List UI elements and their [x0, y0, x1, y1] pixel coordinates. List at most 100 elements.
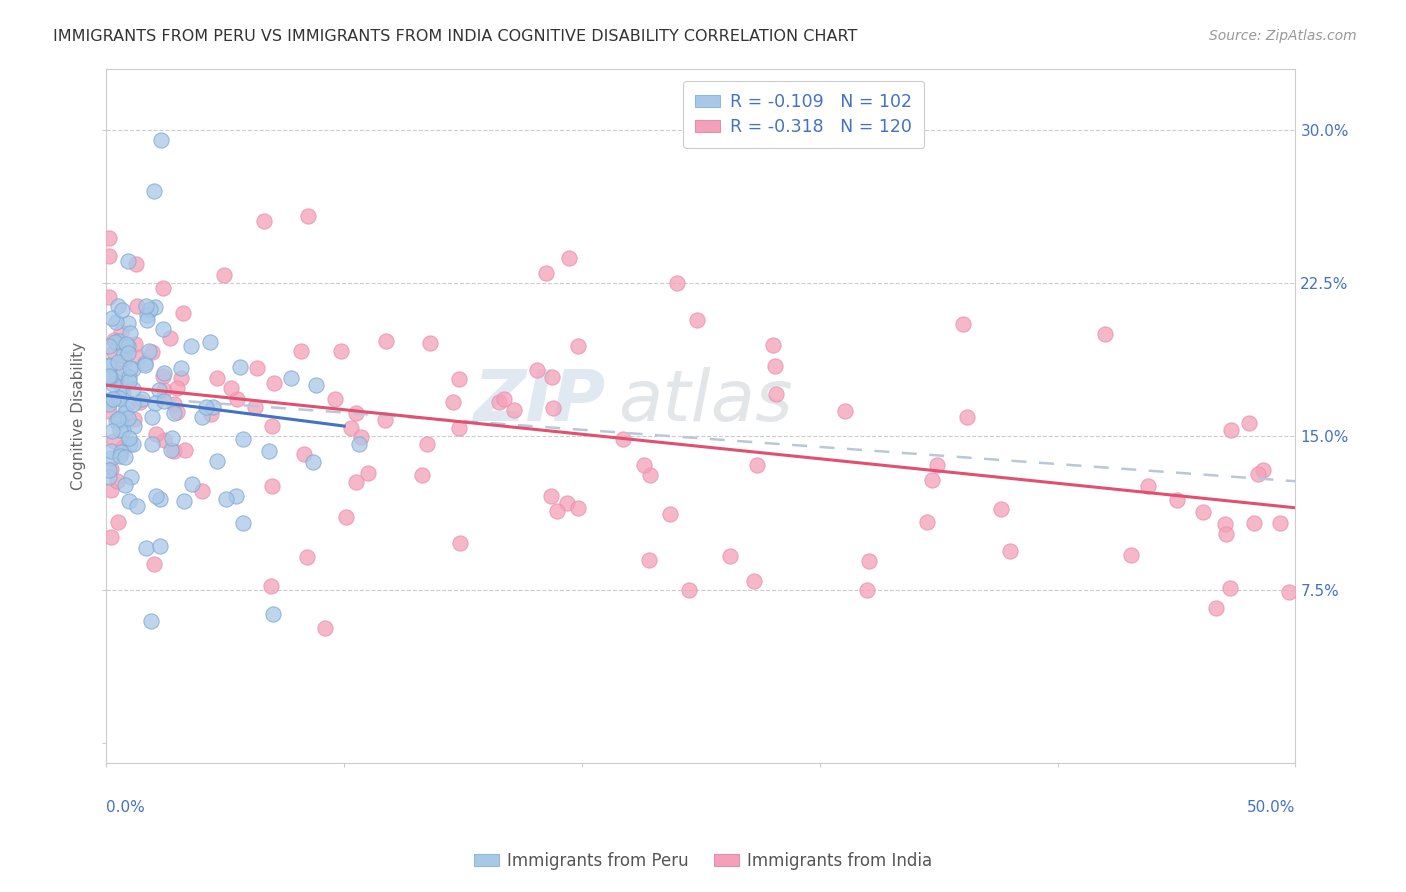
Point [105, 474, 128, 488]
Point [107, 355, 129, 369]
Point [325, 392, 347, 406]
Point [103, 376, 125, 391]
Point [120, 361, 142, 376]
Point [163, 406, 186, 420]
Point [141, 409, 163, 424]
Point [335, 510, 357, 524]
Point [290, 343, 312, 358]
Point [134, 356, 156, 370]
Point [120, 436, 142, 450]
Point [152, 368, 174, 383]
Point [492, 392, 515, 406]
Point [488, 395, 510, 409]
Point [1247, 467, 1270, 481]
Point [856, 582, 879, 597]
Point [104, 335, 127, 350]
Point [115, 336, 138, 351]
Point [141, 344, 163, 359]
Y-axis label: Cognitive Disability: Cognitive Disability [72, 342, 86, 490]
Point [100, 483, 122, 497]
Point [411, 467, 433, 482]
Point [295, 549, 318, 564]
Point [111, 348, 134, 362]
Point [121, 437, 143, 451]
Legend: R = -0.109   N = 102, R = -0.318   N = 120: R = -0.109 N = 102, R = -0.318 N = 120 [683, 80, 924, 148]
Point [115, 401, 138, 416]
Point [111, 366, 134, 380]
Point [536, 266, 558, 280]
Point [1136, 479, 1159, 493]
Point [226, 392, 249, 407]
Point [314, 621, 336, 635]
Point [666, 276, 689, 290]
Point [97, 404, 120, 418]
Point [1268, 516, 1291, 530]
Point [173, 494, 195, 508]
Point [232, 432, 254, 446]
Point [110, 450, 132, 464]
Point [449, 535, 471, 549]
Point [172, 306, 194, 320]
Point [205, 371, 228, 385]
Point [419, 336, 441, 351]
Point [344, 406, 367, 420]
Point [207, 454, 229, 468]
Point [127, 351, 149, 365]
Point [181, 477, 204, 491]
Point [118, 493, 141, 508]
Point [1243, 516, 1265, 530]
Point [136, 312, 159, 326]
Point [659, 508, 682, 522]
Point [526, 363, 548, 377]
Point [108, 411, 131, 425]
Point [1205, 601, 1227, 615]
Point [200, 407, 222, 421]
Text: IMMIGRANTS FROM PERU VS IMMIGRANTS FROM INDIA COGNITIVE DISABILITY CORRELATION C: IMMIGRANTS FROM PERU VS IMMIGRANTS FROM … [53, 29, 858, 44]
Point [1237, 416, 1260, 430]
Point [215, 491, 238, 506]
Point [170, 361, 193, 376]
Point [97, 463, 120, 477]
Text: 0.0%: 0.0% [107, 800, 145, 815]
Point [191, 484, 214, 499]
Point [103, 344, 125, 359]
Point [152, 281, 174, 295]
Point [1278, 585, 1301, 599]
Point [139, 302, 162, 317]
Point [612, 432, 634, 446]
Point [441, 395, 464, 409]
Point [350, 430, 373, 444]
Point [121, 397, 143, 411]
Point [540, 490, 562, 504]
Point [718, 549, 741, 563]
Point [180, 339, 202, 353]
Point [259, 443, 281, 458]
Point [117, 316, 139, 330]
Point [118, 431, 141, 445]
Point [152, 322, 174, 336]
Point [762, 338, 785, 352]
Point [567, 339, 589, 353]
Point [198, 334, 221, 349]
Point [153, 383, 176, 397]
Point [149, 539, 172, 553]
Point [142, 184, 165, 198]
Point [153, 394, 176, 409]
Point [633, 458, 655, 472]
Point [173, 442, 195, 457]
Point [229, 359, 252, 374]
Point [447, 421, 470, 435]
Point [145, 489, 167, 503]
Point [120, 470, 142, 484]
Point [1213, 517, 1236, 532]
Point [149, 492, 172, 507]
Point [1166, 493, 1188, 508]
Point [1215, 527, 1237, 541]
Point [260, 479, 283, 493]
Point [143, 558, 166, 572]
Point [260, 579, 283, 593]
Point [745, 458, 768, 472]
Point [990, 501, 1012, 516]
Point [111, 303, 134, 318]
Point [202, 401, 225, 415]
